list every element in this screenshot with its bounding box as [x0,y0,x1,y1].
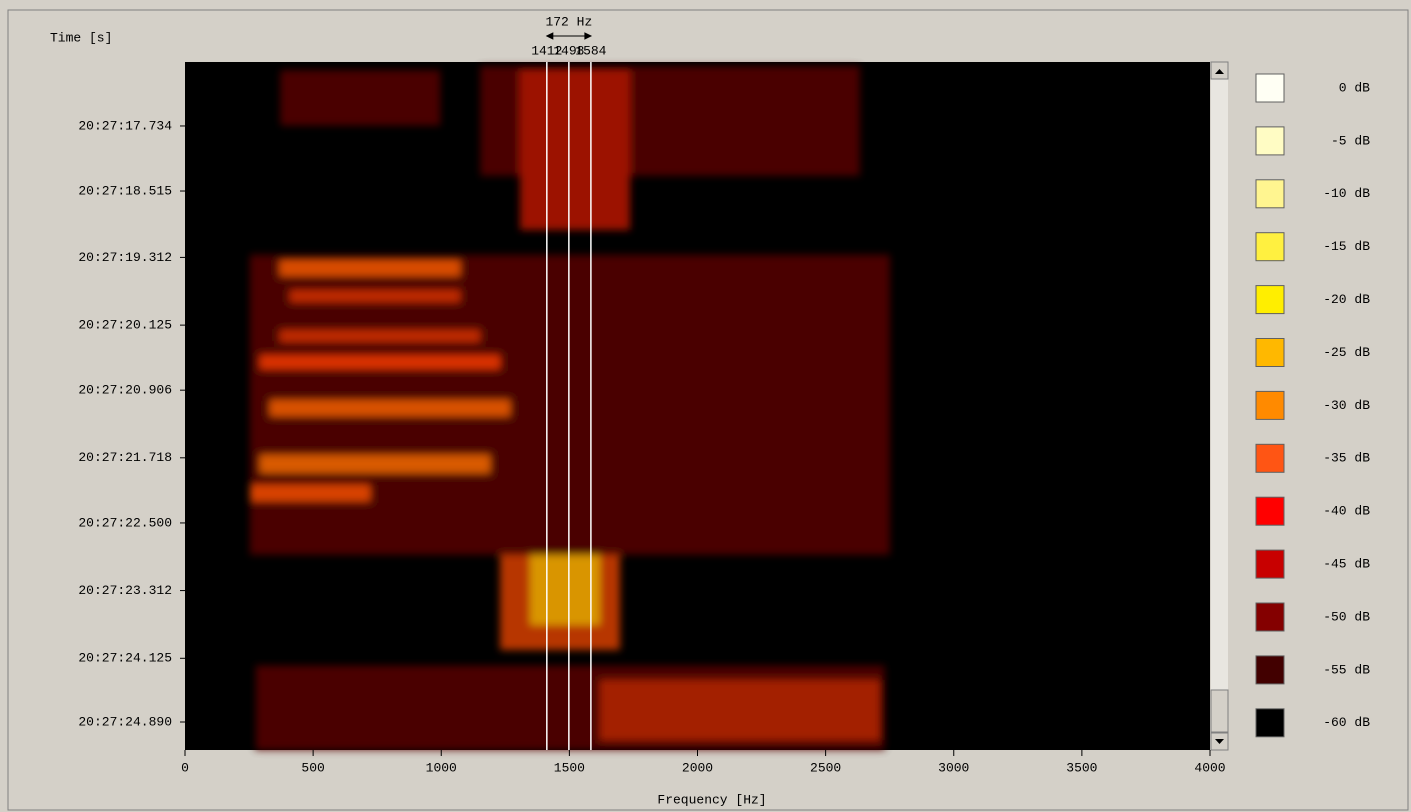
energy [280,70,440,125]
colorbar-swatch [1255,285,1285,315]
colorbar-label: -35 dB [1323,451,1370,466]
colorbar-label: -45 dB [1323,557,1370,572]
marker-label: 1584 [575,43,606,58]
scrollbar-track[interactable] [1211,62,1228,750]
energy [530,555,600,625]
colorbar-swatch [1255,443,1285,473]
y-tick-label: 20:27:20.906 [78,383,172,398]
energy [260,455,490,473]
energy [270,400,510,416]
x-tick-label: 0 [181,760,189,775]
colorbar-swatch [1255,73,1285,103]
colorbar-label: -15 dB [1323,239,1370,254]
y-tick-label: 20:27:22.500 [78,515,172,530]
y-axis-label: Time [s] [50,30,112,45]
colorbar-swatch [1255,549,1285,579]
x-tick-label: 2500 [810,760,841,775]
colorbar-label: -25 dB [1323,345,1370,360]
y-tick-label: 20:27:23.312 [78,583,172,598]
x-tick-label: 2000 [682,760,713,775]
energy [600,680,880,740]
scroll-down-arrow [1215,739,1224,744]
y-tick-label: 20:27:20.125 [78,318,172,333]
y-tick-label: 20:27:24.125 [78,651,172,666]
energy [290,290,460,302]
colorbar-label: 0 dB [1339,80,1370,95]
y-tick-label: 20:27:18.515 [78,183,172,198]
energy [280,330,480,342]
y-tick-label: 20:27:19.312 [78,250,172,265]
colorbar-label: -40 dB [1323,504,1370,519]
colorbar-swatch [1255,338,1285,367]
colorbar-label: -60 dB [1323,715,1370,730]
y-tick-label: 20:27:24.890 [78,714,172,729]
x-tick-label: 500 [301,760,324,775]
colorbar-swatch [1255,602,1285,632]
x-tick-label: 1500 [554,760,585,775]
colorbar-label: -20 dB [1323,292,1370,307]
energy [520,70,630,230]
x-tick-label: 3500 [1066,760,1097,775]
marker-label: 1412 [531,43,562,58]
colorbar-swatch [1255,390,1285,420]
marker-label: 1498 [553,43,584,58]
bandwidth-label: 172 Hz [545,14,592,29]
scroll-thumb[interactable] [1210,689,1229,733]
scroll-up-arrow [1215,69,1224,74]
energy [250,485,370,501]
x-tick-label: 4000 [1194,760,1225,775]
colorbar-swatch [1255,496,1285,526]
y-tick-label: 20:27:17.734 [78,118,172,133]
colorbar-label: -10 dB [1323,186,1370,201]
colorbar-swatch [1255,708,1285,738]
energy [260,355,500,369]
bandwidth-arrow [545,32,593,40]
colorbar-label: -30 dB [1323,398,1370,413]
colorbar-label: -55 dB [1323,662,1370,677]
y-tick-label: 20:27:21.718 [78,450,172,465]
colorbar-swatch [1255,655,1285,685]
colorbar-label: -50 dB [1323,609,1370,624]
spectrogram-energy [250,66,890,750]
colorbar-swatch [1255,232,1285,262]
x-tick-label: 1000 [426,760,457,775]
frame [7,9,1409,811]
x-tick-label: 3000 [938,760,969,775]
colorbar-label: -5 dB [1331,133,1370,148]
energy [280,260,460,276]
colorbar-swatch [1255,179,1285,209]
colorbar-swatch [1255,126,1285,156]
x-axis-label: Frequency [Hz] [657,792,766,807]
